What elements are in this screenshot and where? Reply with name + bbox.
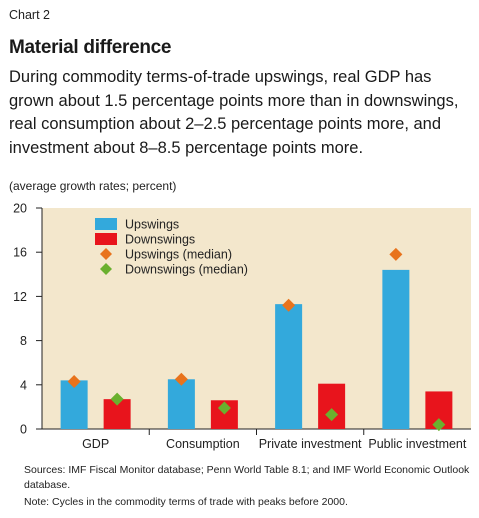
downswings-median-marker [110,392,124,406]
sources-note: Sources: IMF Fiscal Monitor database; Pe… [24,464,470,491]
chart-title: Material difference [9,37,172,58]
downswings-bar [318,383,346,429]
legend-label: Downswings [125,233,195,247]
downswings-median-marker [432,418,446,432]
legend-label: Upswings (median) [125,248,232,262]
y-tick-label: 20 [13,202,27,216]
upswings-median-marker [282,298,296,312]
upswings-median-marker [174,372,188,386]
legend-label: Downswings (median) [125,263,248,277]
legend-marker [100,263,112,275]
bar-chart: 0 4 8 12 16 20 GDP Consumption Private investmen… [13,202,471,451]
upswings-bar [167,379,195,429]
y-tick-label: 8 [20,334,27,348]
footnote: Note: Cycles in the commodity terms of t… [24,496,348,508]
chart-subtitle: During commodity terms-of-trade upswings… [9,68,459,157]
upswings-bar [275,304,303,429]
upswings-median-marker [389,247,403,261]
legend-swatch [95,233,117,245]
upswings-median-marker [67,374,81,388]
legend-label: Upswings [125,218,179,232]
y-tick-label: 0 [20,423,27,437]
upswings-bar [60,380,88,429]
unit-label: (average growth rates; percent) [9,179,177,193]
chart-label: Chart 2 [9,8,50,22]
x-tick-label: Consumption [166,437,240,451]
legend-swatch [95,218,117,230]
x-tick-label: Private investment [259,437,362,451]
downswings-median-marker [217,401,231,415]
y-tick-label: 4 [20,378,27,392]
x-tick-label: GDP [82,437,109,451]
legend-marker [100,248,112,260]
downswings-median-marker [325,408,339,422]
upswings-bar [382,269,410,429]
x-tick-label: Public investment [368,437,466,451]
y-tick-label: 12 [13,290,27,304]
y-tick-label: 16 [13,246,27,260]
